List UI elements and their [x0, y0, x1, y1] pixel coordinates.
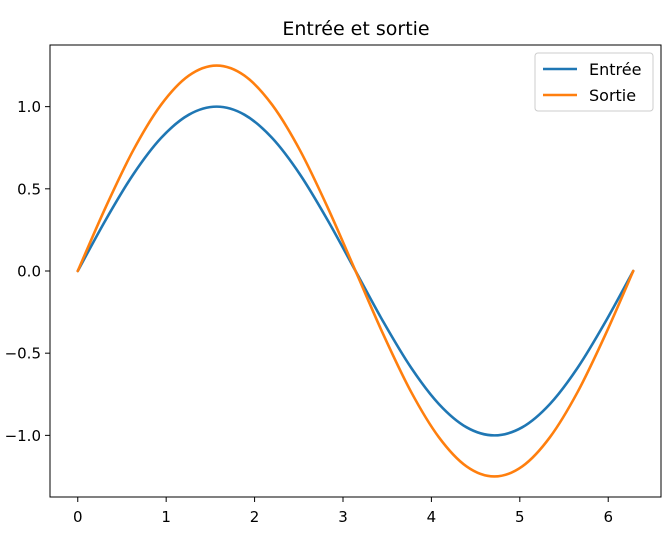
y-tick-label: 0.5	[17, 180, 41, 198]
legend-label: Sortie	[589, 86, 636, 105]
chart-title: Entrée et sortie	[282, 18, 429, 40]
x-tick-label: 0	[73, 508, 83, 526]
x-tick-label: 3	[338, 508, 348, 526]
y-tick-label: 0.0	[17, 263, 41, 281]
x-tick-label: 1	[161, 508, 171, 526]
x-tick-label: 6	[603, 508, 613, 526]
legend: Entrée Sortie	[534, 52, 654, 112]
series-line-2	[76, 64, 635, 478]
legend-box	[534, 52, 654, 112]
x-tick-label: 2	[250, 508, 260, 526]
legend-label: Entrée	[589, 60, 641, 79]
y-tick-label: −0.5	[5, 345, 41, 363]
y-axis: −1.0 −0.5 0.0 0.5 1.0	[5, 98, 50, 445]
y-tick-label: −1.0	[5, 427, 41, 445]
y-tick-label: 1.0	[17, 98, 41, 116]
x-tick-label: 4	[427, 508, 437, 526]
x-axis: 0 1 2 3 4 5 6	[73, 497, 613, 526]
series-lines	[76, 64, 635, 478]
x-tick-label: 5	[515, 508, 525, 526]
